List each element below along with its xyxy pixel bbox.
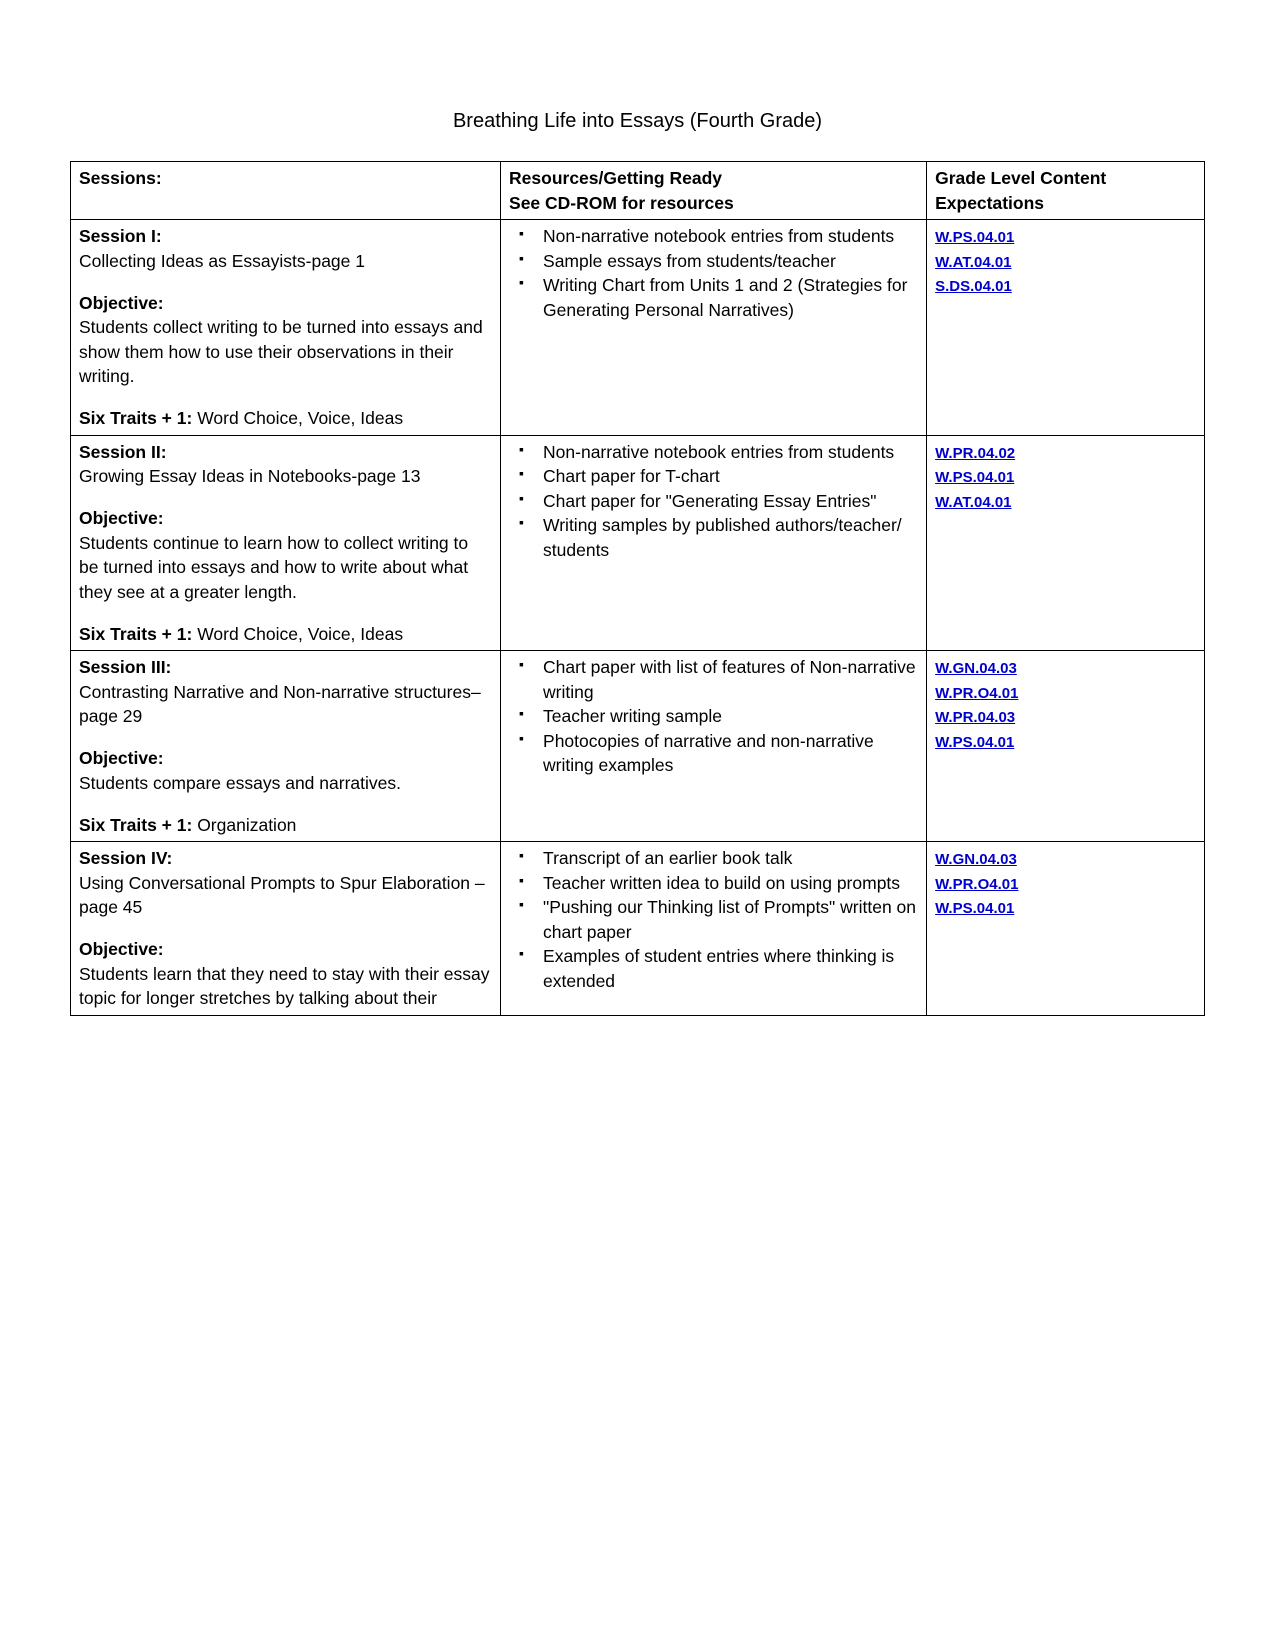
- standard-link[interactable]: W.PR.04.02: [935, 445, 1015, 464]
- six-traits-text: Word Choice, Voice, Ideas: [197, 408, 403, 428]
- resource-item: Writing Chart from Units 1 and 2 (Strate…: [539, 273, 918, 322]
- standard-link[interactable]: W.PR.04.03: [935, 709, 1015, 728]
- standard-link[interactable]: S.DS.04.01: [935, 278, 1012, 297]
- resources-cell: Non-narrative notebook entries from stud…: [501, 220, 927, 436]
- table-header-row: Sessions: Resources/Getting Ready See CD…: [71, 162, 1205, 220]
- resource-item: Non-narrative notebook entries from stud…: [539, 224, 918, 249]
- standard-link[interactable]: W.PS.04.01: [935, 900, 1014, 919]
- session-cell: Session II: Growing Essay Ideas in Notebo…: [71, 435, 501, 651]
- standard-link[interactable]: W.PS.04.01: [935, 734, 1014, 753]
- resource-item: Sample essays from students/teacher: [539, 249, 918, 274]
- six-traits-label: Six Traits + 1:: [79, 624, 197, 644]
- session-title: Session IV:: [79, 848, 172, 868]
- objective-label: Objective:: [79, 293, 164, 313]
- session-cell: Session III: Contrasting Narrative and No…: [71, 651, 501, 842]
- resources-cell: Transcript of an earlier book talkTeache…: [501, 842, 927, 1016]
- resource-item: Chart paper with list of features of Non…: [539, 655, 918, 704]
- standard-link[interactable]: W.PR.O4.01: [935, 685, 1018, 704]
- table-row: Session I: Collecting Ideas as Essayists-…: [71, 220, 1205, 436]
- sessions-table: Sessions: Resources/Getting Ready See CD…: [70, 161, 1205, 1016]
- page-title: Breathing Life into Essays (Fourth Grade…: [70, 110, 1205, 133]
- session-title: Session I:: [79, 226, 162, 246]
- objective-text: Students learn that they need to stay wi…: [79, 964, 490, 1009]
- standard-link[interactable]: W.PS.04.01: [935, 229, 1014, 248]
- resource-item: Writing samples by published authors/tea…: [539, 513, 918, 562]
- six-traits-text: Word Choice, Voice, Ideas: [197, 624, 403, 644]
- session-subtitle: Using Conversational Prompts to Spur Ela…: [79, 873, 485, 918]
- objective-text: Students continue to learn how to collec…: [79, 533, 468, 602]
- resource-item: Chart paper for T-chart: [539, 464, 918, 489]
- session-title: Session II:: [79, 442, 167, 462]
- session-title: Session III:: [79, 657, 171, 677]
- session-cell: Session I: Collecting Ideas as Essayists-…: [71, 220, 501, 436]
- expectations-cell: W.PR.04.02 W.PS.04.01 W.AT.04.01: [927, 435, 1205, 651]
- session-subtitle: Collecting Ideas as Essayists-page 1: [79, 251, 365, 271]
- six-traits-label: Six Traits + 1:: [79, 408, 197, 428]
- page-container: Breathing Life into Essays (Fourth Grade…: [0, 0, 1275, 1650]
- six-traits-text: Organization: [197, 815, 296, 835]
- standard-link[interactable]: W.AT.04.01: [935, 254, 1011, 273]
- table-row: Session II: Growing Essay Ideas in Notebo…: [71, 435, 1205, 651]
- objective-label: Objective:: [79, 939, 164, 959]
- table-row: Session IV: Using Conversational Prompts …: [71, 842, 1205, 1016]
- objective-label: Objective:: [79, 748, 164, 768]
- resource-item: Teacher writing sample: [539, 704, 918, 729]
- resource-item: Teacher written idea to build on using p…: [539, 871, 918, 896]
- session-subtitle: Contrasting Narrative and Non-narrative …: [79, 682, 481, 727]
- resource-item: Photocopies of narrative and non-narrati…: [539, 729, 918, 778]
- resources-list: Non-narrative notebook entries from stud…: [509, 224, 918, 322]
- standard-link[interactable]: W.PS.04.01: [935, 469, 1014, 488]
- session-subtitle: Growing Essay Ideas in Notebooks-page 13: [79, 466, 420, 486]
- session-cell: Session IV: Using Conversational Prompts …: [71, 842, 501, 1016]
- standard-link[interactable]: W.GN.04.03: [935, 851, 1017, 870]
- resource-item: Non-narrative notebook entries from stud…: [539, 440, 918, 465]
- resources-cell: Non-narrative notebook entries from stud…: [501, 435, 927, 651]
- objective-text: Students collect writing to be turned in…: [79, 317, 483, 386]
- objective-label: Objective:: [79, 508, 164, 528]
- header-resources: Resources/Getting Ready See CD-ROM for r…: [501, 162, 927, 220]
- objective-text: Students compare essays and narratives.: [79, 773, 401, 793]
- resources-cell: Chart paper with list of features of Non…: [501, 651, 927, 842]
- standard-link[interactable]: W.GN.04.03: [935, 660, 1017, 679]
- six-traits-label: Six Traits + 1:: [79, 815, 197, 835]
- resources-list: Chart paper with list of features of Non…: [509, 655, 918, 778]
- resources-list: Non-narrative notebook entries from stud…: [509, 440, 918, 563]
- resource-item: Transcript of an earlier book talk: [539, 846, 918, 871]
- resource-item: Chart paper for "Generating Essay Entrie…: [539, 489, 918, 514]
- resource-item: Examples of student entries where thinki…: [539, 944, 918, 993]
- standard-link[interactable]: W.AT.04.01: [935, 494, 1011, 513]
- expectations-cell: W.GN.04.03 W.PR.O4.01 W.PS.04.01: [927, 842, 1205, 1016]
- resource-item: "Pushing our Thinking list of Prompts" w…: [539, 895, 918, 944]
- standard-link[interactable]: W.PR.O4.01: [935, 876, 1018, 895]
- resources-list: Transcript of an earlier book talkTeache…: [509, 846, 918, 993]
- table-row: Session III: Contrasting Narrative and No…: [71, 651, 1205, 842]
- header-expectations: Grade Level Content Expectations: [927, 162, 1205, 220]
- header-sessions: Sessions:: [71, 162, 501, 220]
- expectations-cell: W.GN.04.03 W.PR.O4.01 W.PR.04.03 W.PS.04.01: [927, 651, 1205, 842]
- expectations-cell: W.PS.04.01 W.AT.04.01 S.DS.04.01: [927, 220, 1205, 436]
